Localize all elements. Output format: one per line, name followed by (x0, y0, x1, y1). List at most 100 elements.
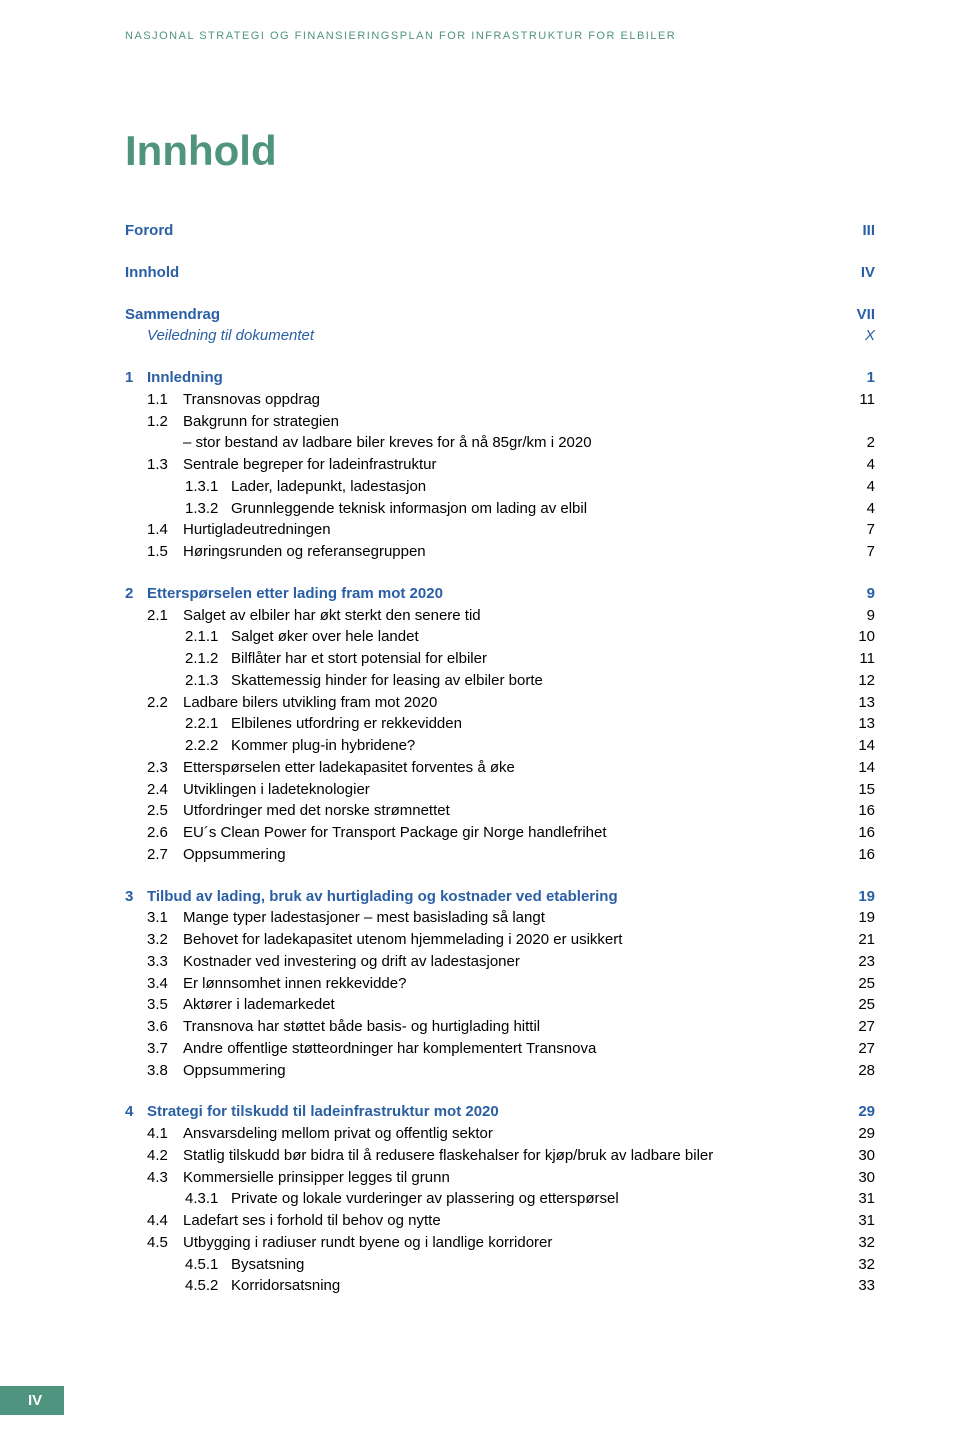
toc-num: 4.5 (147, 1232, 183, 1254)
toc-page: 4 (835, 476, 875, 498)
toc-num: 4.2 (147, 1145, 183, 1167)
toc-page: 14 (835, 735, 875, 757)
toc-chapter: 3Tilbud av lading, bruk av hurtiglading … (125, 886, 875, 1082)
toc-section: 3.2Behovet for ladekapasitet utenom hjem… (125, 929, 875, 951)
toc-page: 23 (835, 951, 875, 973)
toc-label: – stor bestand av ladbare biler kreves f… (147, 432, 835, 454)
toc-page: 9 (835, 605, 875, 627)
toc-num: 1.1 (147, 389, 183, 411)
toc-page: 1 (835, 367, 875, 389)
toc-page: III (835, 220, 875, 242)
toc-page: X (835, 325, 875, 347)
toc-page: 19 (835, 907, 875, 929)
toc-label: 1.3Sentrale begreper for ladeinfrastrukt… (147, 454, 835, 476)
toc-num: 2.2.2 (185, 735, 231, 757)
toc-num: 3.7 (147, 1038, 183, 1060)
toc-label: Forord (125, 220, 835, 242)
toc-section: 2.4Utviklingen i ladeteknologier15 (125, 779, 875, 801)
toc-section: 4.1Ansvarsdeling mellom privat og offent… (125, 1123, 875, 1145)
toc-front-matter: Forord III (125, 220, 875, 242)
toc-page: 10 (835, 626, 875, 648)
toc-page: 25 (835, 994, 875, 1016)
toc-page: 25 (835, 973, 875, 995)
toc-entry-innhold: Innhold IV (125, 262, 875, 284)
toc-label: 4.2Statlig tilskudd bør bidra til å redu… (147, 1145, 835, 1167)
toc-subsection: 2.1.2Bilflåter har et stort potensial fo… (125, 648, 875, 670)
toc-label: 4.1Ansvarsdeling mellom privat og offent… (147, 1123, 835, 1145)
toc-num: 3 (125, 886, 147, 908)
toc-page: 4 (835, 498, 875, 520)
toc-num: 1.3.2 (185, 498, 231, 520)
toc-label: 4.4Ladefart ses i forhold til behov og n… (147, 1210, 835, 1232)
toc-num: 4.5.2 (185, 1275, 231, 1297)
toc-chapter: 1Innledning11.1Transnovas oppdrag111.2Ba… (125, 367, 875, 563)
toc-subsection: 2.2.1Elbilenes utfordring er rekkevidden… (125, 713, 875, 735)
toc-section: 2.5Utfordringer med det norske strømnett… (125, 800, 875, 822)
toc-page: 30 (835, 1167, 875, 1189)
toc-subsection: 2.2.2Kommer plug-in hybridene?14 (125, 735, 875, 757)
toc-num: 4.3 (147, 1167, 183, 1189)
toc-section: 2.7Oppsummering16 (125, 844, 875, 866)
toc-num: 2.4 (147, 779, 183, 801)
toc-label: 3.3Kostnader ved investering og drift av… (147, 951, 835, 973)
toc-section: 2.6EU´s Clean Power for Transport Packag… (125, 822, 875, 844)
toc-label: 2.2.2Kommer plug-in hybridene? (185, 735, 835, 757)
toc-num: 4 (125, 1101, 147, 1123)
toc-label: 2.1Salget av elbiler har økt sterkt den … (147, 605, 835, 627)
toc-label: Innhold (125, 262, 835, 284)
toc-chapter-heading: 4Strategi for tilskudd til ladeinfrastru… (125, 1101, 875, 1123)
toc-num: 3.2 (147, 929, 183, 951)
toc-section: 4.2Statlig tilskudd bør bidra til å redu… (125, 1145, 875, 1167)
toc-label: 1Innledning (125, 367, 835, 389)
toc-chapter: 4Strategi for tilskudd til ladeinfrastru… (125, 1101, 875, 1297)
toc-page: 4 (835, 454, 875, 476)
toc-section: 3.6Transnova har støttet både basis- og … (125, 1016, 875, 1038)
toc-section: 4.3Kommersielle prinsipper legges til gr… (125, 1167, 875, 1189)
toc-label: 3.8Oppsummering (147, 1060, 835, 1082)
toc-label: 2.3Etterspørselen etter ladekapasitet fo… (147, 757, 835, 779)
toc-section-continuation: – stor bestand av ladbare biler kreves f… (125, 432, 875, 454)
toc-label: 4.5.1Bysatsning (185, 1254, 835, 1276)
toc-num: 4.4 (147, 1210, 183, 1232)
toc-num: 4.5.1 (185, 1254, 231, 1276)
page-title: Innhold (125, 127, 875, 175)
toc-page: 33 (835, 1275, 875, 1297)
toc-label: 3.6Transnova har støttet både basis- og … (147, 1016, 835, 1038)
toc-label: 3.1Mange typer ladestasjoner – mest basi… (147, 907, 835, 929)
toc-subsection: 2.1.3Skattemessig hinder for leasing av … (125, 670, 875, 692)
toc-page: 16 (835, 800, 875, 822)
toc-page: 7 (835, 541, 875, 563)
toc-entry-forord: Forord III (125, 220, 875, 242)
toc-label: 4.5Utbygging i radiuser rundt byene og i… (147, 1232, 835, 1254)
toc-num: 2 (125, 583, 147, 605)
toc-label: 3Tilbud av lading, bruk av hurtiglading … (125, 886, 835, 908)
toc-section: 1.3Sentrale begreper for ladeinfrastrukt… (125, 454, 875, 476)
toc-num: 1.3.1 (185, 476, 231, 498)
toc-page: 9 (835, 583, 875, 605)
toc-num: 2.2 (147, 692, 183, 714)
toc-section: 4.4Ladefart ses i forhold til behov og n… (125, 1210, 875, 1232)
toc-label: Sammendrag (125, 304, 835, 326)
toc-subsection: 1.3.2Grunnleggende teknisk informasjon o… (125, 498, 875, 520)
toc-num: 2.1.3 (185, 670, 231, 692)
toc-label: 3.4Er lønnsomhet innen rekkevidde? (147, 973, 835, 995)
toc-page: 32 (835, 1254, 875, 1276)
toc-subsection: 4.5.1Bysatsning32 (125, 1254, 875, 1276)
toc-chapter-heading: 3Tilbud av lading, bruk av hurtiglading … (125, 886, 875, 908)
toc-label: 1.5Høringsrunden og referansegruppen (147, 541, 835, 563)
toc-page: 29 (835, 1101, 875, 1123)
toc-section: 2.2Ladbare bilers utvikling fram mot 202… (125, 692, 875, 714)
toc-section: 1.2Bakgrunn for strategien (125, 411, 875, 433)
toc-section: 3.8Oppsummering28 (125, 1060, 875, 1082)
toc-num: 3.1 (147, 907, 183, 929)
toc-section: 1.4Hurtigladeutredningen7 (125, 519, 875, 541)
toc-num: 4.3.1 (185, 1188, 231, 1210)
toc-num: 3.8 (147, 1060, 183, 1082)
toc-num: 2.3 (147, 757, 183, 779)
toc-label: 2.7Oppsummering (147, 844, 835, 866)
toc-label: 4Strategi for tilskudd til ladeinfrastru… (125, 1101, 835, 1123)
toc-chapters: 1Innledning11.1Transnovas oppdrag111.2Ba… (125, 367, 875, 1297)
toc-label: 1.1Transnovas oppdrag (147, 389, 835, 411)
toc-page: 28 (835, 1060, 875, 1082)
toc-innhold-block: Innhold IV (125, 262, 875, 284)
